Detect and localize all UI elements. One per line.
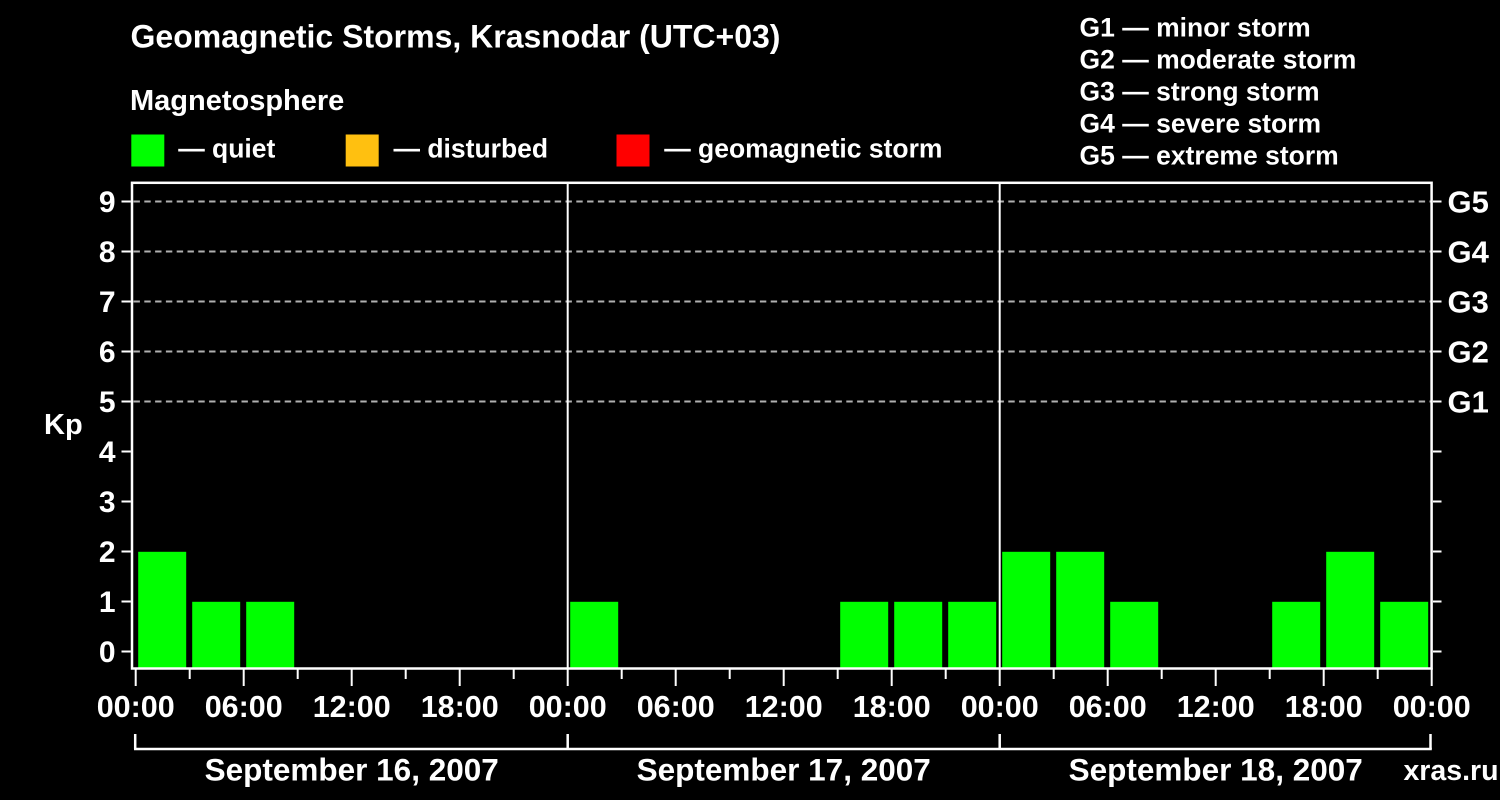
svg-text:G4 — severe storm: G4 — severe storm: [1080, 109, 1322, 139]
svg-text:00:00: 00:00: [961, 690, 1039, 724]
svg-text:G2 — moderate storm: G2 — moderate storm: [1080, 45, 1357, 75]
svg-text:3: 3: [99, 486, 116, 519]
svg-text:5: 5: [99, 386, 116, 419]
svg-text:G5: G5: [1448, 185, 1489, 220]
svg-text:18:00: 18:00: [1285, 690, 1363, 724]
svg-text:G3: G3: [1448, 285, 1489, 320]
svg-text:2: 2: [99, 536, 116, 569]
svg-text:6: 6: [99, 336, 116, 369]
svg-text:12:00: 12:00: [313, 690, 391, 724]
svg-text:September 18, 2007: September 18, 2007: [1069, 752, 1363, 788]
svg-text:06:00: 06:00: [205, 690, 283, 724]
svg-text:Geomagnetic Storms, Krasnodar: Geomagnetic Storms, Krasnodar (UTC+03): [131, 19, 781, 55]
svg-text:G2: G2: [1448, 335, 1489, 370]
svg-text:00:00: 00:00: [1393, 690, 1471, 724]
svg-text:— disturbed: — disturbed: [394, 134, 549, 164]
svg-text:0: 0: [99, 636, 116, 669]
svg-text:9: 9: [99, 186, 116, 219]
svg-text:4: 4: [99, 436, 116, 469]
svg-text:7: 7: [99, 286, 116, 319]
svg-text:G3 — strong storm: G3 — strong storm: [1080, 77, 1320, 107]
svg-text:Kp: Kp: [44, 409, 83, 441]
svg-text:September 16, 2007: September 16, 2007: [205, 752, 499, 788]
svg-text:xras.ru: xras.ru: [1403, 755, 1498, 787]
svg-text:G1 — minor storm: G1 — minor storm: [1080, 13, 1311, 43]
svg-text:September 17, 2007: September 17, 2007: [637, 752, 931, 788]
svg-text:— geomagnetic storm: — geomagnetic storm: [664, 134, 942, 164]
svg-text:Magnetosphere: Magnetosphere: [130, 85, 344, 117]
svg-text:— quiet: — quiet: [178, 134, 275, 164]
svg-text:18:00: 18:00: [421, 690, 499, 724]
svg-text:06:00: 06:00: [1069, 690, 1147, 724]
svg-text:06:00: 06:00: [637, 690, 715, 724]
svg-text:12:00: 12:00: [1177, 690, 1255, 724]
svg-text:G4: G4: [1448, 235, 1490, 270]
svg-text:00:00: 00:00: [529, 690, 607, 724]
svg-text:12:00: 12:00: [745, 690, 823, 724]
svg-text:8: 8: [99, 236, 116, 269]
svg-text:00:00: 00:00: [97, 690, 175, 724]
svg-text:1: 1: [99, 586, 116, 619]
svg-text:G5 — extreme storm: G5 — extreme storm: [1080, 141, 1339, 171]
svg-text:G1: G1: [1448, 385, 1489, 420]
svg-text:18:00: 18:00: [853, 690, 931, 724]
